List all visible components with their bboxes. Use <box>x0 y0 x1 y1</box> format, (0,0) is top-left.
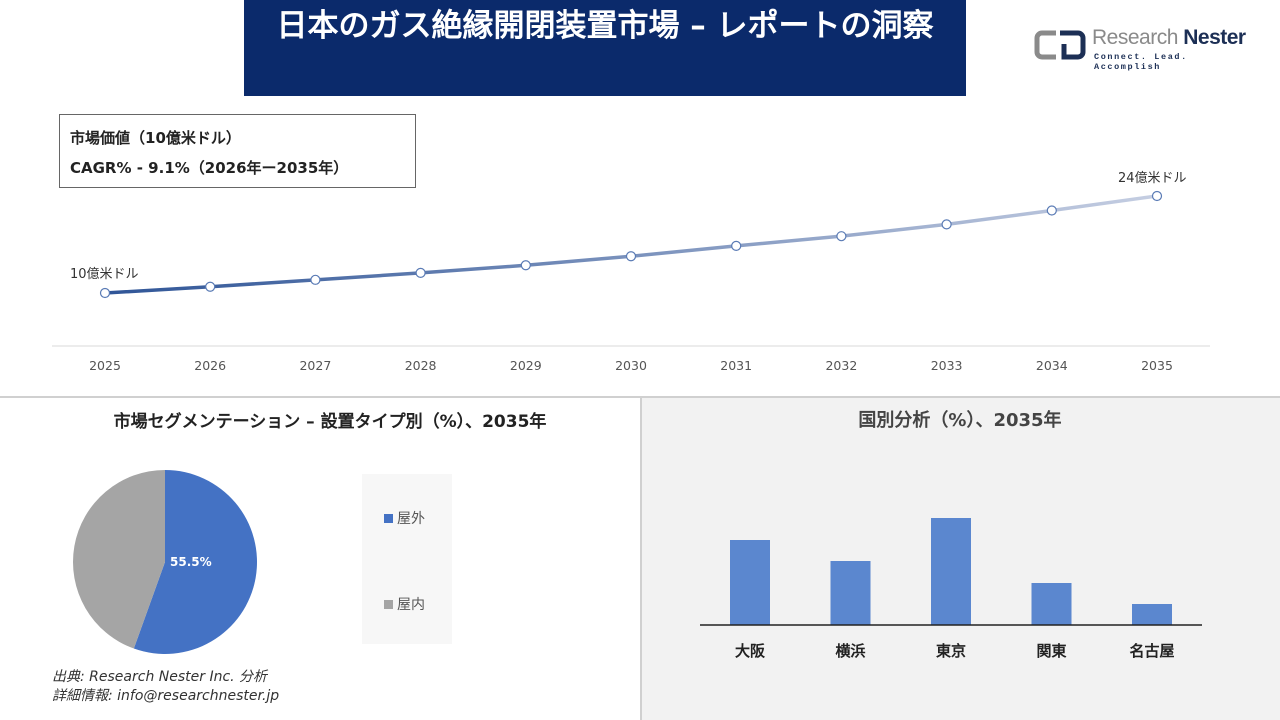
data-point <box>625 251 637 262</box>
data-point <box>520 260 531 271</box>
bar-category-label: 大阪 <box>735 642 766 660</box>
legend-item-outdoor: 屋外 <box>384 508 425 528</box>
segment-title: 市場セグメンテーション – 設置タイプ別（%）、2035年 <box>113 412 547 432</box>
data-point <box>731 240 742 251</box>
bar <box>1031 583 1072 625</box>
data-point <box>205 281 216 292</box>
data-point <box>1046 205 1057 216</box>
x-tick-label: 2029 <box>510 358 542 373</box>
last-value-label: 24億米ドル <box>1118 170 1187 186</box>
source-line: 出典: Research Nester Inc. 分析 <box>52 669 268 685</box>
country-chart-title: 国別分析（%）、2035年 <box>858 410 1062 431</box>
data-point <box>1151 190 1163 202</box>
x-tick-label: 2034 <box>1036 358 1068 373</box>
x-tick-label: 2032 <box>825 358 857 373</box>
bar <box>931 518 971 625</box>
bar-category-label: 横浜 <box>835 642 865 660</box>
logo-tagline: Connect. Lead. Accomplish <box>1094 52 1188 72</box>
data-point <box>310 274 321 285</box>
pie-slice-0 <box>133 470 257 654</box>
logo-mark-icon <box>1034 30 1086 60</box>
source-note: 出典: Research Nester Inc. 分析 詳細情報: info@r… <box>52 668 279 706</box>
data-point <box>99 287 111 299</box>
bar <box>730 540 770 625</box>
bar-category-label: 東京 <box>936 642 966 660</box>
bar-category-label: 関東 <box>1036 642 1066 660</box>
cagr-label: CAGR% - 9.1%（2026年ー2035年） <box>70 159 349 177</box>
country-bar-chart: 大阪 横浜 東京 関東 名古屋 <box>700 518 1202 660</box>
x-tick-label: 2028 <box>405 358 437 373</box>
legend-item-indoor: 屋内 <box>384 594 425 614</box>
logo-name-a: Research <box>1092 26 1184 49</box>
series-line <box>104 194 1158 295</box>
data-point <box>941 219 952 230</box>
pie-legend: 屋外 屋内 <box>362 474 452 644</box>
contact-line: 詳細情報: info@researchnester.jp <box>52 688 280 704</box>
x-tick-label: 2035 <box>1141 358 1173 373</box>
pie-data-label: 55.5% <box>170 555 212 569</box>
data-point <box>415 267 426 279</box>
x-tick-label: 2026 <box>194 358 226 373</box>
info-box: 市場価値（10億米ドル） CAGR% - 9.1%（2026年ー2035年） <box>59 114 416 188</box>
x-tick-label: 2031 <box>720 358 752 373</box>
bar <box>1132 604 1172 625</box>
data-point <box>836 231 847 242</box>
page-title: 日本のガス絶縁開閉装置市場 – レポートの洞察 <box>244 0 966 96</box>
divider <box>0 396 1280 398</box>
x-tick-label: 2030 <box>615 358 647 373</box>
logo-name-b: Nester <box>1183 26 1246 49</box>
bar-category-label: 名古屋 <box>1129 642 1174 660</box>
x-tick-label: 2025 <box>89 358 121 373</box>
pie-slice-1 <box>72 470 165 649</box>
market-line-chart: 2025 2026 2027 2028 2029 2030 2031 2032 2033 2034… <box>52 170 1210 373</box>
segment-pie-chart: 55.5% <box>72 470 257 654</box>
x-tick-label: 2027 <box>299 358 331 373</box>
bar <box>830 561 871 625</box>
research-nester-logo: Research Nester Connect. Lead. Accomplis… <box>1034 26 1254 72</box>
market-value-label: 市場価値（10億米ドル） <box>70 129 241 147</box>
x-tick-label: 2033 <box>931 358 963 373</box>
first-value-label: 10億米ドル <box>70 266 139 282</box>
